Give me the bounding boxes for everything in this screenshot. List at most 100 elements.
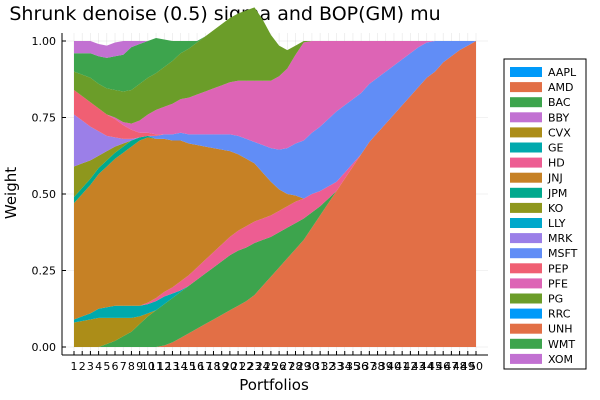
legend-swatch-cvx [510, 127, 542, 138]
chart-title: Shrunk denoise (0.5) sigma and BOP(GM) m… [9, 3, 440, 25]
legend-label-jnj: JNJ [547, 172, 563, 185]
area-amd [74, 41, 476, 347]
x-tick-label: 19 [215, 360, 229, 373]
x-tick-label: 36 [354, 360, 368, 373]
legend-swatch-jpm [510, 187, 542, 198]
x-tick-label: 15 [182, 360, 196, 373]
area-xom [74, 7, 476, 58]
legend-label-msft: MSFT [548, 247, 578, 260]
x-tick-label: 27 [280, 360, 294, 373]
legend-label-rrc: RRC [548, 308, 571, 321]
legend-label-bac: BAC [548, 96, 571, 109]
x-tick-label: 41 [395, 360, 409, 373]
x-tick-label: 33 [330, 360, 344, 373]
area-pg [74, 7, 476, 124]
x-tick-label: 1 [71, 360, 78, 373]
area-pfe [74, 41, 476, 150]
x-tick-label: 26 [272, 360, 286, 373]
x-tick-label: 32 [321, 360, 335, 373]
y-tick-label: 0.50 [32, 188, 57, 201]
x-tick-label: 22 [239, 360, 253, 373]
legend-swatch-pfe [510, 278, 542, 289]
y-axis-title: Weight [2, 167, 20, 219]
x-tick-label: 31 [313, 360, 327, 373]
x-tick-label: 5 [103, 360, 110, 373]
legend-swatch-mrk [510, 233, 542, 244]
y-tick-label: 1.00 [32, 35, 57, 48]
legend-label-wmt: WMT [548, 338, 575, 351]
x-tick-label: 17 [198, 360, 212, 373]
x-tick-label: 28 [289, 360, 303, 373]
x-tick-label: 30 [305, 360, 319, 373]
x-tick-label: 47 [444, 360, 458, 373]
legend-label-lly: LLY [548, 217, 566, 230]
legend-swatch-msft [510, 248, 542, 259]
legend-swatch-lly [510, 218, 542, 228]
legend-label-xom: XOM [548, 353, 573, 366]
legend-label-ko: KO [548, 202, 564, 215]
legend-swatch-jnj [510, 172, 542, 183]
x-tick-label: 14 [174, 360, 188, 373]
x-tick-label: 23 [247, 360, 261, 373]
legend: AAPL AMD BAC BBY CVX GE HD JNJ JPM KO LLY MRK MSFT PE… [503, 58, 587, 370]
legend-label-mrk: MRK [548, 232, 573, 245]
legend-swatch-bby [510, 112, 542, 123]
x-tick-label: 10 [141, 360, 155, 373]
legend-label-pg: PG [548, 293, 563, 306]
y-tick-label: 0.75 [32, 112, 57, 125]
x-axis-title: Portfolios [239, 376, 309, 394]
legend-swatch-ge [510, 142, 542, 153]
legend-label-aapl: AAPL [548, 66, 577, 79]
legend-swatch-hd [510, 157, 542, 168]
legend-swatch-amd [510, 82, 542, 93]
x-tick-label: 38 [371, 360, 385, 373]
area-wmt [74, 7, 476, 92]
x-tick-label: 11 [149, 360, 163, 373]
legend-swatch-xom [510, 353, 542, 364]
area-msft [74, 41, 476, 199]
x-tick-label: 43 [412, 360, 426, 373]
x-tick-label: 49 [461, 360, 475, 373]
legend-label-amd: AMD [548, 81, 574, 94]
area-jnj [74, 41, 476, 320]
x-tick-label: 12 [157, 360, 171, 373]
x-tick-label: 7 [120, 360, 127, 373]
legend-swatch-aapl [510, 67, 542, 77]
legend-swatch-bac [510, 97, 542, 108]
x-tick-label: 20 [223, 360, 237, 373]
x-tick-label: 9 [136, 360, 143, 373]
legend-swatch-unh [510, 323, 542, 334]
x-tick-label: 37 [362, 360, 376, 373]
x-tick-label: 6 [112, 360, 119, 373]
y-tick-label: 0.00 [32, 341, 57, 354]
x-tick-label: 46 [436, 360, 450, 373]
x-tick-label: 34 [338, 360, 352, 373]
x-tick-label: 21 [231, 360, 245, 373]
axes: 0.000.250.500.751.001 2 3 4 5 6 7 8 910111213141… [32, 33, 488, 373]
x-tick-label: 39 [379, 360, 393, 373]
plot-area: 0.000.250.500.751.001 2 3 4 5 6 7 8 910111213141… [32, 7, 488, 373]
legend-label-cvx: CVX [548, 126, 571, 139]
legend-label-jpm: JPM [547, 187, 567, 200]
legend-label-pep: PEP [548, 262, 569, 275]
legend-label-unh: UNH [548, 323, 573, 336]
legend-label-pfe: PFE [548, 277, 568, 290]
legend-label-hd: HD [548, 157, 565, 170]
x-tick-label: 2 [79, 360, 86, 373]
legend-swatch-wmt [510, 338, 542, 349]
x-tick-label: 24 [256, 360, 270, 373]
y-tick-label: 0.25 [32, 265, 57, 278]
x-tick-label: 50 [469, 360, 483, 373]
x-tick-label: 29 [297, 360, 311, 373]
x-tick-label: 4 [95, 360, 102, 373]
x-tick-label: 8 [128, 360, 135, 373]
legend-swatch-pep [510, 263, 542, 274]
x-tick-label: 45 [428, 360, 442, 373]
legend-swatch-pg [510, 293, 542, 304]
x-tick-label: 44 [420, 360, 434, 373]
x-tick-label: 25 [264, 360, 278, 373]
legend-label-bby: BBY [548, 111, 569, 124]
legend-label-ge: GE [548, 142, 564, 155]
x-tick-label: 13 [165, 360, 179, 373]
